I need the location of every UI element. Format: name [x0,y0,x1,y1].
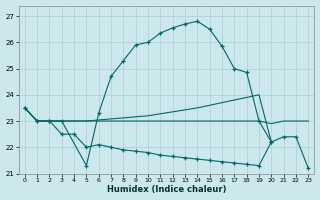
X-axis label: Humidex (Indice chaleur): Humidex (Indice chaleur) [107,185,226,194]
